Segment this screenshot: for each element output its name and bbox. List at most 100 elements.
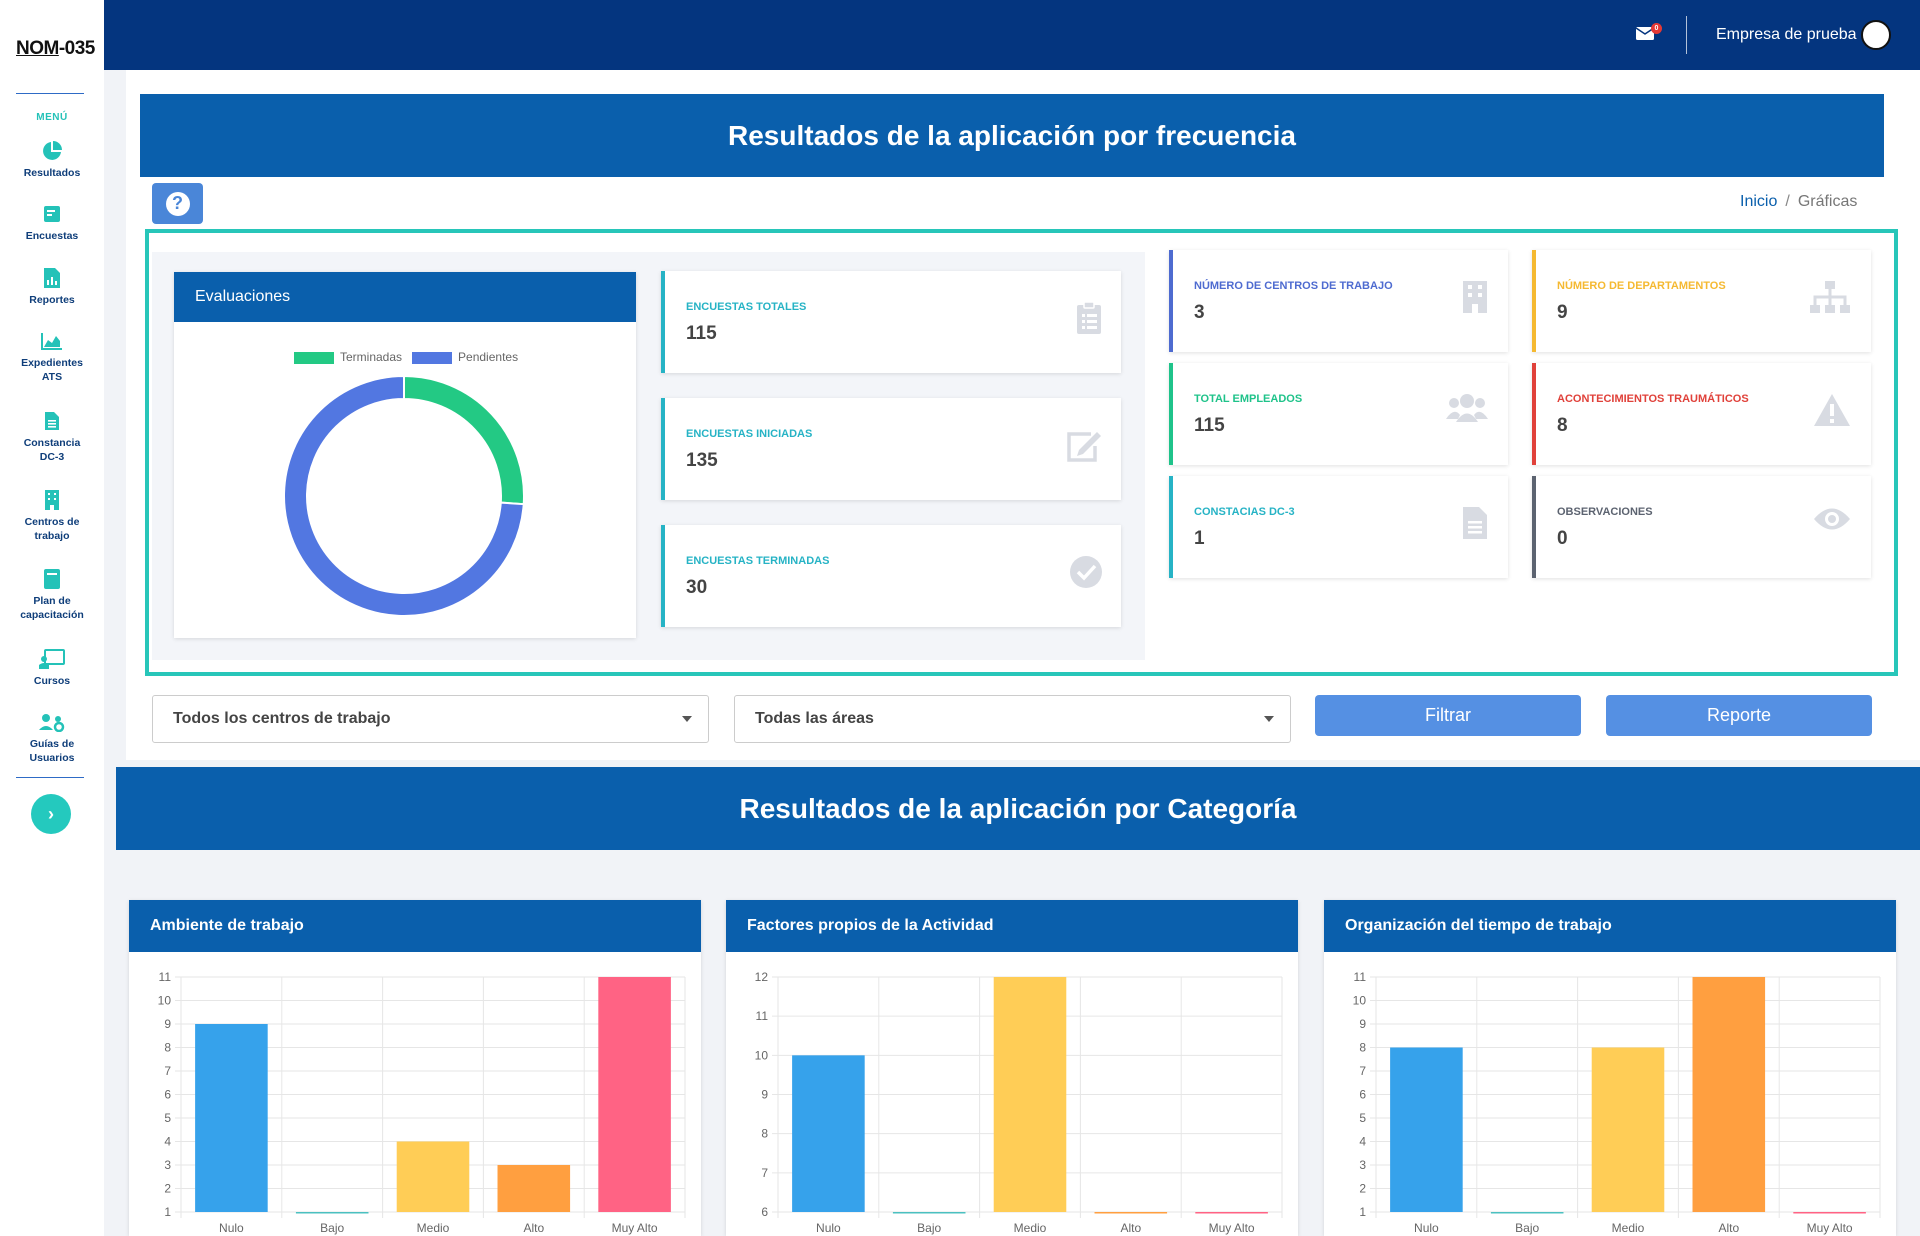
donut-slice-pendientes[interactable]: [283, 374, 525, 617]
sidebar-item-label: Reportes: [29, 294, 75, 306]
areas-select[interactable]: Todas las áreas: [734, 695, 1291, 743]
bar-medio[interactable]: [396, 1141, 470, 1213]
poll-icon: [44, 206, 60, 222]
x-tick-label: Medio: [417, 1221, 450, 1235]
evaluations-donut-chart: [283, 374, 525, 617]
sidebar-item-guias-de-usuarios[interactable]: Guías de Usuarios: [0, 709, 104, 765]
chart-title: Factores propios de la Actividad: [726, 900, 1298, 952]
help-button[interactable]: ?: [152, 183, 203, 224]
bar-bajo[interactable]: [1490, 1212, 1564, 1214]
sidebar-item-encuestas[interactable]: Encuestas: [0, 201, 104, 243]
bar-bajo[interactable]: [295, 1212, 369, 1214]
info-title: OBSERVACIONES: [1557, 506, 1653, 518]
sidebar-item-label: Centros de trabajo: [24, 516, 80, 542]
chevron-down-icon: [682, 716, 692, 722]
app-logo[interactable]: NOM-035: [16, 38, 95, 59]
breadcrumb-current: Gráficas: [1797, 193, 1858, 210]
sidebar-item-reportes[interactable]: Reportes: [0, 265, 104, 307]
bar-medio[interactable]: [993, 977, 1067, 1212]
breadcrumb: Inicio / Gráficas: [1740, 193, 1857, 211]
top-navbar: [104, 0, 1920, 70]
sidebar-item-constancia-dc3[interactable]: Constancia DC-3: [0, 408, 104, 464]
menu-title: MENÚ: [36, 112, 68, 123]
question-icon: ?: [165, 191, 190, 216]
sidebar-item-label: Resultados: [23, 167, 81, 179]
bar-medio[interactable]: [1591, 1047, 1665, 1213]
bar-nulo[interactable]: [195, 1024, 268, 1212]
filter-button[interactable]: Filtrar: [1315, 695, 1581, 736]
breadcrumb-home-link[interactable]: Inicio: [1740, 193, 1778, 210]
x-tick-label: Medio: [1014, 1221, 1047, 1235]
bar-nulo[interactable]: [792, 1055, 865, 1212]
sidebar-item-label: Plan de capacitación: [20, 595, 84, 621]
sidebar-item-label: Encuestas: [25, 230, 79, 242]
report-icon: [44, 268, 60, 288]
centros-select[interactable]: Todos los centros de trabajo: [152, 695, 709, 743]
x-tick-label: Bajo: [1515, 1221, 1539, 1235]
y-tick-label: 9: [1359, 1017, 1366, 1031]
info-card-observaciones: OBSERVACIONES 0: [1532, 476, 1871, 578]
sidebar-item-resultados[interactable]: Resultados: [0, 138, 104, 180]
y-tick-label: 4: [164, 1135, 171, 1149]
bar-muy-alto[interactable]: [1195, 1212, 1268, 1214]
bar-alto[interactable]: [1692, 977, 1766, 1212]
y-tick-label: 6: [1359, 1088, 1366, 1102]
bar-chart: 1 2 3 4 5 6 7 8 9 10 11 Nulo Bajo Medio Alto Muy Alto: [158, 970, 686, 1235]
bar-bajo[interactable]: [892, 1212, 966, 1214]
info-value: 1: [1194, 528, 1205, 549]
sidebar-item-label: Cursos: [33, 675, 71, 687]
chart-title: Organización del tiempo de trabajo: [1324, 900, 1896, 952]
donut-slice-terminadas[interactable]: [403, 374, 525, 506]
sidebar-item-centros-de-trabajo[interactable]: Centros de trabajo: [0, 487, 104, 543]
y-tick-label: 11: [756, 1009, 769, 1023]
report-button[interactable]: Reporte: [1606, 695, 1872, 736]
chalkboard-teacher-icon: [39, 649, 65, 669]
bar-muy-alto[interactable]: [598, 977, 671, 1212]
x-tick-label: Alto: [1718, 1221, 1739, 1235]
y-tick-label: 8: [1359, 1041, 1366, 1055]
bar-alto[interactable]: [1094, 1212, 1168, 1214]
stat-value: 135: [686, 450, 718, 471]
breadcrumb-separator: /: [1785, 193, 1790, 210]
sidebar-divider: [16, 93, 84, 94]
x-tick-label: Muy Alto: [1807, 1221, 1853, 1235]
sidebar-toggle-button[interactable]: ›: [31, 794, 71, 834]
sidebar-item-cursos[interactable]: Cursos: [0, 646, 104, 688]
y-tick-label: 11: [1354, 970, 1367, 984]
legend-item-pendientes[interactable]: Pendientes: [412, 350, 518, 364]
stat-card-encuestas-iniciadas: ENCUESTAS INICIADAS 135: [661, 398, 1121, 500]
x-tick-label: Alto: [1120, 1221, 1141, 1235]
y-tick-label: 8: [164, 1041, 171, 1055]
users-icon: [1446, 394, 1488, 422]
chart-card-organizacion-tiempo: Organización del tiempo de trabajo 1 2 3 4 5…: [1324, 900, 1896, 1236]
company-name[interactable]: Empresa de prueba: [1716, 26, 1857, 43]
info-card-departamentos: NÚMERO DE DEPARTAMENTOS 9: [1532, 250, 1871, 352]
warning-icon: [1814, 394, 1850, 426]
info-title: CONSTACIAS DC-3: [1194, 506, 1295, 518]
y-tick-label: 10: [1353, 994, 1367, 1008]
chart-title: Ambiente de trabajo: [129, 900, 701, 952]
info-value: 8: [1557, 415, 1568, 436]
book-icon: [44, 569, 60, 589]
bar-alto[interactable]: [497, 1165, 571, 1212]
bar-muy-alto[interactable]: [1793, 1212, 1866, 1214]
sidebar-item-label: Constancia DC-3: [23, 437, 81, 463]
info-value: 0: [1557, 528, 1568, 549]
company-logo[interactable]: [1861, 20, 1891, 50]
stat-value: 115: [686, 323, 717, 344]
y-tick-label: 3: [1359, 1158, 1366, 1172]
chevron-right-icon: ›: [48, 803, 54, 824]
sidebar-item-plan-de-capacitacion[interactable]: Plan de capacitación: [0, 566, 104, 622]
sidebar-item-expedientes-ats[interactable]: Expedientes ATS: [0, 328, 104, 384]
x-tick-label: Alto: [523, 1221, 544, 1235]
bar-nulo[interactable]: [1390, 1047, 1463, 1213]
y-tick-label: 6: [164, 1088, 171, 1102]
info-title: NÚMERO DE CENTROS DE TRABAJO: [1194, 280, 1393, 292]
stat-card-encuestas-terminadas: ENCUESTAS TERMINADAS 30: [661, 525, 1121, 627]
stat-card-encuestas-totales: ENCUESTAS TOTALES 115: [661, 271, 1121, 373]
y-tick-label: 1: [1359, 1205, 1366, 1219]
y-tick-label: 9: [761, 1088, 768, 1102]
eye-icon: [1814, 508, 1850, 530]
legend-item-terminadas[interactable]: Terminadas: [294, 350, 402, 364]
notification-badge: 0: [1651, 23, 1662, 34]
